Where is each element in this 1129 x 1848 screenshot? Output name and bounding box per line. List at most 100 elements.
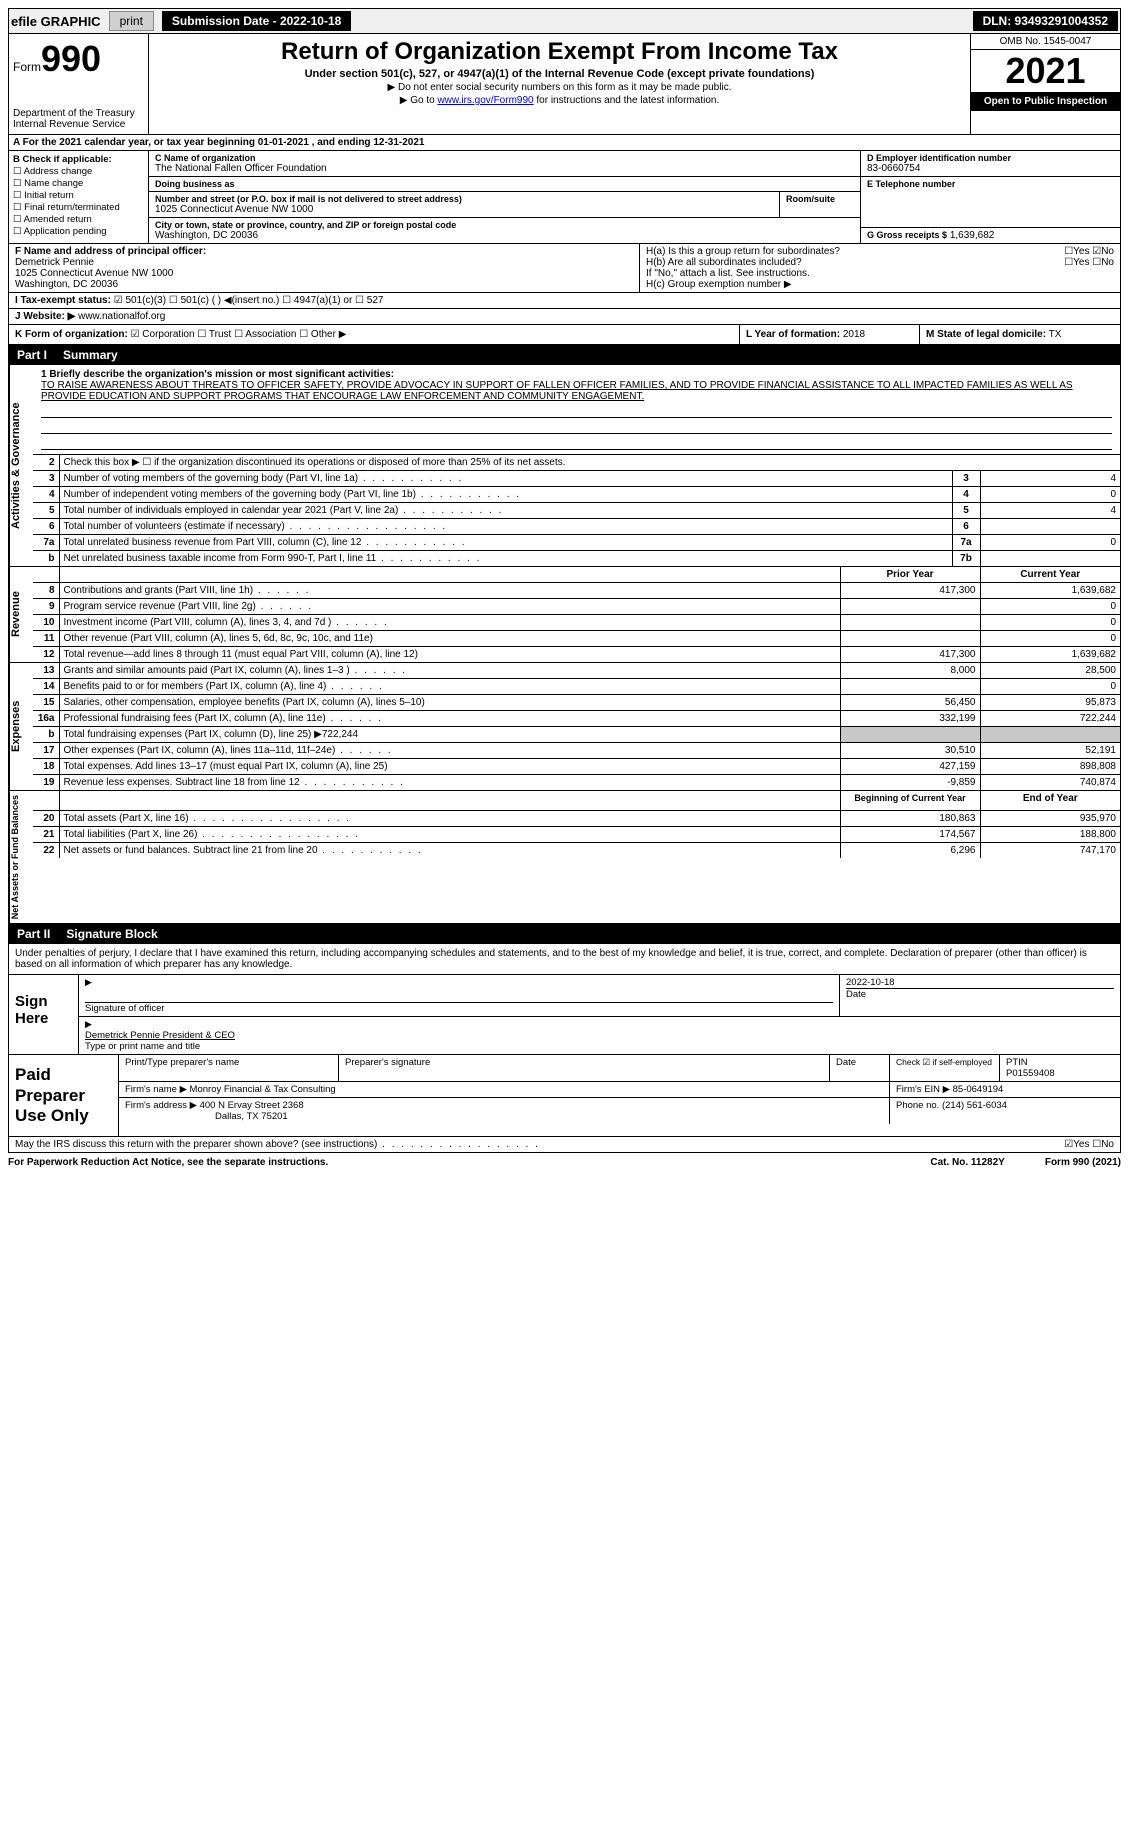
- part-1-label: Part I: [17, 348, 47, 362]
- table-row: 20Total assets (Part X, line 16)180,8639…: [33, 811, 1120, 827]
- firm-addr-label: Firm's address ▶: [125, 1100, 197, 1111]
- part-1-header: Part I Summary: [8, 345, 1121, 365]
- form-header: Form 990 Department of the Treasury Inte…: [8, 34, 1121, 135]
- expenses-table: 13Grants and similar amounts paid (Part …: [33, 663, 1120, 790]
- city-value: Washington, DC 20036: [155, 230, 854, 241]
- j-label: J Website: ▶: [15, 311, 75, 322]
- d-label: D Employer identification number: [867, 153, 1114, 163]
- org-info-block: B Check if applicable: ☐ Address change …: [8, 151, 1121, 244]
- opt-pending: ☐ Application pending: [13, 226, 144, 237]
- print-button[interactable]: print: [109, 11, 154, 31]
- signature-declaration: Under penalties of perjury, I declare th…: [8, 944, 1121, 975]
- table-row: 7aTotal unrelated business revenue from …: [33, 535, 1120, 551]
- section-c: C Name of organization The National Fall…: [149, 151, 860, 243]
- f-label: F Name and address of principal officer:: [15, 246, 633, 257]
- b-title: B Check if applicable:: [13, 154, 144, 165]
- table-row: 17Other expenses (Part IX, column (A), l…: [33, 743, 1120, 759]
- ha-yn: ☐Yes ☑No: [1064, 246, 1114, 257]
- irs-link[interactable]: www.irs.gov/Form990: [437, 95, 533, 106]
- prep-check-header: Check ☑ if self-employed: [890, 1055, 1000, 1081]
- revenue-table: Prior YearCurrent Year 8Contributions an…: [33, 567, 1120, 662]
- subtitle-1: Under section 501(c), 527, or 4947(a)(1)…: [155, 68, 964, 80]
- phone-value: (214) 561-6034: [942, 1100, 1007, 1111]
- open-inspection: Open to Public Inspection: [971, 92, 1120, 111]
- table-header: Prior YearCurrent Year: [33, 567, 1120, 583]
- ha-label: H(a) Is this a group return for subordin…: [646, 246, 840, 257]
- opt-final: ☐ Final return/terminated: [13, 202, 144, 213]
- sig-date: 2022-10-18: [846, 977, 1114, 988]
- table-row: 9Program service revenue (Part VIII, lin…: [33, 599, 1120, 615]
- k-opts: ☑ Corporation ☐ Trust ☐ Association ☐ Ot…: [131, 329, 347, 340]
- discuss-row: May the IRS discuss this return with the…: [8, 1137, 1121, 1153]
- table-row: 10Investment income (Part VIII, column (…: [33, 615, 1120, 631]
- sig-date-label: Date: [846, 988, 1114, 1000]
- table-row: 12Total revenue—add lines 8 through 11 (…: [33, 647, 1120, 663]
- ein-value: 83-0660754: [867, 163, 1114, 174]
- table-row: 2Check this box ▶ ☐ if the organization …: [33, 455, 1120, 471]
- officer-name: Demetrick Pennie: [15, 257, 633, 268]
- side-governance: Activities & Governance: [9, 365, 33, 566]
- table-row: bNet unrelated business taxable income f…: [33, 551, 1120, 567]
- addr-value: 1025 Connecticut Avenue NW 1000: [155, 204, 773, 215]
- net-assets-section: Net Assets or Fund Balances Beginning of…: [8, 791, 1121, 924]
- table-row: 5Total number of individuals employed in…: [33, 503, 1120, 519]
- omb-number: OMB No. 1545-0047: [971, 34, 1120, 50]
- firm-ein-label: Firm's EIN ▶: [896, 1084, 950, 1095]
- opt-amended: ☐ Amended return: [13, 214, 144, 225]
- table-row: 14Benefits paid to or for members (Part …: [33, 679, 1120, 695]
- e-label: E Telephone number: [867, 179, 1114, 189]
- submission-date: Submission Date - 2022-10-18: [162, 11, 351, 31]
- mission-block: 1 Briefly describe the organization's mi…: [33, 365, 1120, 454]
- room-label: Room/suite: [786, 194, 854, 204]
- m-val: TX: [1049, 329, 1062, 340]
- opt-initial: ☐ Initial return: [13, 190, 144, 201]
- ptin-label: PTIN: [1006, 1057, 1114, 1068]
- officer-addr2: Washington, DC 20036: [15, 279, 633, 290]
- side-net: Net Assets or Fund Balances: [9, 791, 33, 923]
- tax-status-row: I Tax-exempt status: ☑ 501(c)(3) ☐ 501(c…: [8, 293, 1121, 309]
- firm-ein: 85-0649194: [953, 1084, 1004, 1095]
- part-2-header: Part II Signature Block: [8, 924, 1121, 944]
- gross-receipts: 1,639,682: [950, 230, 995, 241]
- paid-preparer-label: Paid Preparer Use Only: [9, 1055, 119, 1136]
- hb-label: H(b) Are all subordinates included?: [646, 257, 802, 268]
- ptin-value: P01559408: [1006, 1068, 1114, 1079]
- governance-table: 2Check this box ▶ ☐ if the organization …: [33, 454, 1120, 566]
- form-footer: Form 990 (2021): [1045, 1157, 1121, 1168]
- g-label: G Gross receipts $: [867, 230, 947, 240]
- sig-officer-label: Signature of officer: [85, 1002, 833, 1014]
- mission-label: 1 Briefly describe the organization's mi…: [41, 369, 1112, 380]
- table-row: 8Contributions and grants (Part VIII, li…: [33, 583, 1120, 599]
- cat-no: Cat. No. 11282Y: [930, 1157, 1004, 1168]
- form-label: Form: [13, 60, 41, 74]
- discuss-yn: ☑Yes ☐No: [1064, 1139, 1114, 1150]
- header-left: Form 990 Department of the Treasury Inte…: [9, 34, 149, 134]
- officer-addr1: 1025 Connecticut Avenue NW 1000: [15, 268, 633, 279]
- table-row: bTotal fundraising expenses (Part IX, co…: [33, 727, 1120, 743]
- efile-label: efile GRAPHIC: [11, 14, 101, 29]
- mission-text: TO RAISE AWARENESS ABOUT THREATS TO OFFI…: [41, 380, 1112, 402]
- c-label: C Name of organization: [155, 153, 854, 163]
- discuss-q: May the IRS discuss this return with the…: [15, 1139, 540, 1150]
- sign-here-label: Sign Here: [9, 975, 79, 1054]
- prep-date-header: Date: [830, 1055, 890, 1081]
- side-expenses: Expenses: [9, 663, 33, 790]
- dept-treasury: Department of the Treasury: [13, 108, 144, 119]
- m-label: M State of legal domicile:: [926, 329, 1046, 340]
- i-label: I Tax-exempt status:: [15, 295, 111, 306]
- k-label: K Form of organization:: [15, 329, 128, 340]
- firm-name: Monroy Financial & Tax Consulting: [190, 1084, 336, 1095]
- website-url: www.nationalfof.org: [78, 311, 165, 322]
- header-right: OMB No. 1545-0047 2021 Open to Public In…: [970, 34, 1120, 134]
- hb-yn: ☐Yes ☐No: [1064, 257, 1114, 268]
- table-row: 16aProfessional fundraising fees (Part I…: [33, 711, 1120, 727]
- section-f: F Name and address of principal officer:…: [9, 244, 640, 292]
- header-center: Return of Organization Exempt From Incom…: [149, 34, 970, 134]
- side-revenue: Revenue: [9, 567, 33, 662]
- tax-year: 2021: [971, 50, 1120, 92]
- dba-label: Doing business as: [155, 179, 854, 189]
- top-bar: efile GRAPHIC print Submission Date - 20…: [8, 8, 1121, 34]
- table-row: 19Revenue less expenses. Subtract line 1…: [33, 775, 1120, 791]
- phone-label: Phone no.: [896, 1100, 939, 1111]
- k-l-m-row: K Form of organization: ☑ Corporation ☐ …: [8, 325, 1121, 345]
